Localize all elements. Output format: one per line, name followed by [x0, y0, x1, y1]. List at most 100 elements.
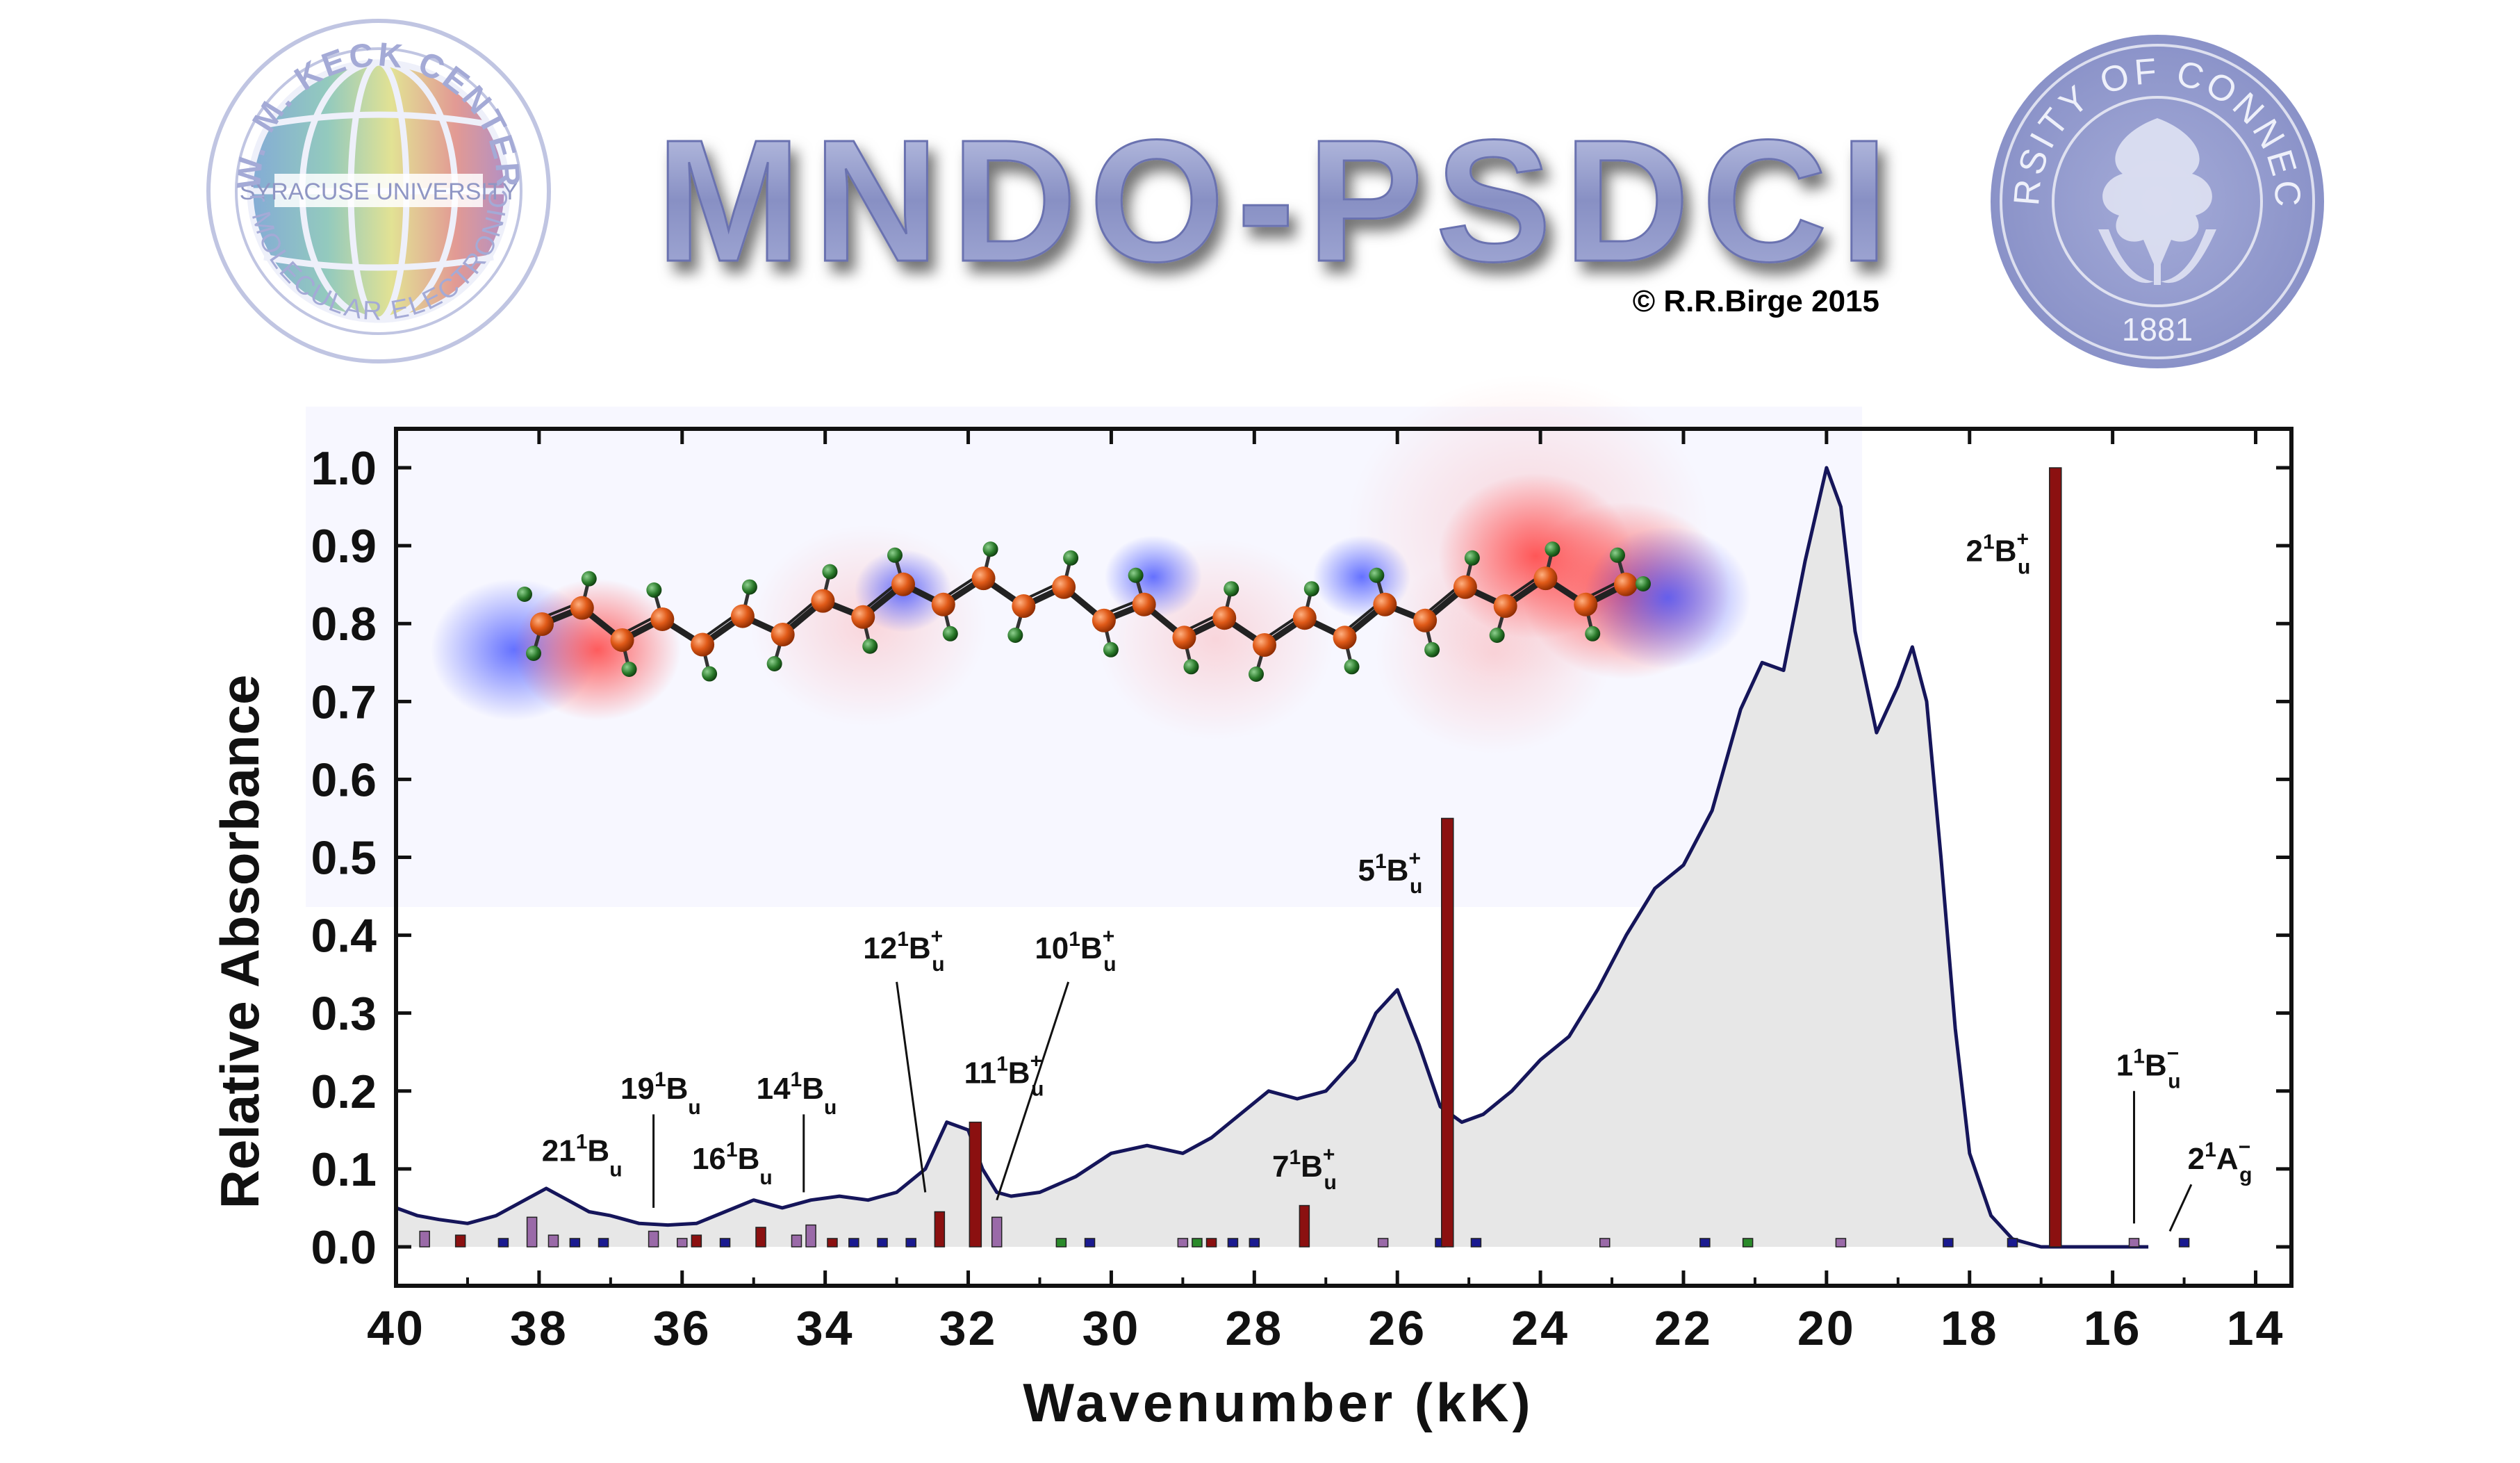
x-tick-label: 34: [796, 1301, 855, 1355]
carbon-atom: [1132, 592, 1156, 616]
carbon-atom: [730, 604, 755, 628]
carbon-atom: [1614, 572, 1638, 596]
y-axis-label: Relative Absorbance: [209, 675, 270, 1209]
carbon-atom: [811, 589, 835, 613]
transition-bar: [547, 1234, 559, 1248]
y-tick-label: 0.6: [311, 753, 377, 806]
transition-bar: [905, 1238, 916, 1248]
transition-bar: [755, 1227, 766, 1248]
carbon-atom: [610, 628, 634, 652]
transition-label: 101B+ u: [1035, 925, 1116, 976]
transition-label: 11B− u: [2116, 1042, 2181, 1093]
oak-leaf-icon: [2098, 118, 2216, 285]
hydrogen-atom: [702, 666, 718, 682]
transition-bar: [569, 1238, 581, 1248]
y-tick-label: 0.5: [311, 832, 377, 885]
keck-center-seal: SYRACUSE UNIVERSITY W. M. KECK CENTER fo…: [0, 0, 551, 363]
transition-bar: [419, 1230, 430, 1248]
transition-label: 21A− g: [2188, 1136, 2253, 1186]
transition-bar: [454, 1234, 466, 1248]
annotation-leader-line: [996, 981, 1070, 1201]
hydrogen-atom: [1545, 541, 1560, 557]
transition-bar: [791, 1234, 802, 1248]
annotation-leaders: [652, 981, 2193, 1232]
hydrogen-atom: [1224, 581, 1240, 597]
transition-bar: [2128, 1238, 2140, 1248]
y-tick-label: 0.2: [311, 1065, 377, 1118]
transition-bar: [2049, 467, 2062, 1248]
x-tick-label: 16: [2084, 1301, 2142, 1355]
carbon-atom: [971, 566, 996, 591]
y-tick-labels: 0.0 0.1 0.2 0.3 0.4 0.5 0.6 0.7 0.8 0.9 1.0: [311, 442, 377, 1274]
polyene-molecule-image: [517, 541, 1651, 682]
hydrogen-atom: [1636, 576, 1651, 591]
transition-bar: [969, 1121, 982, 1248]
x-axis-label: Wavenumber (kK): [1023, 1372, 1533, 1433]
absorption-spectrum-fill: [396, 468, 2149, 1247]
hydrogen-atom: [1489, 628, 1505, 644]
transition-bar: [648, 1230, 659, 1248]
hydrogen-atom: [1610, 547, 1625, 563]
transition-bar: [2007, 1238, 2018, 1248]
x-tick-label: 32: [939, 1301, 998, 1355]
hydrogen-atom: [1128, 567, 1144, 583]
carbon-atom: [1012, 594, 1036, 619]
x-tick-label: 24: [1511, 1301, 1570, 1355]
carbon-atom: [691, 632, 715, 657]
carbon-atom: [530, 612, 554, 636]
orbital-lobe: [1584, 527, 1751, 669]
y-tick-label: 0.3: [311, 988, 377, 1040]
hydrogen-atom: [862, 638, 878, 654]
keck-seal-center-text: SYRACUSE UNIVERSITY: [240, 179, 518, 205]
transition-label: 51B+ u: [1358, 847, 1423, 898]
hydrogen-atom: [1424, 641, 1440, 657]
carbon-atom: [1373, 592, 1397, 616]
hydrogen-atom: [526, 646, 541, 661]
transition-labels: 211Bu 191Bu 161Bu 141Bu 121B+ u 101B+ u 111B+ u 71…: [542, 528, 2253, 1195]
hydrogen-atom: [1183, 659, 1199, 675]
x-tick-label: 22: [1654, 1301, 1713, 1355]
transition-bar: [1205, 1238, 1217, 1248]
x-tick-label: 28: [1225, 1301, 1283, 1355]
transition-bar: [1441, 817, 1454, 1248]
x-tick-label: 40: [367, 1301, 425, 1355]
x-tick-label: 38: [510, 1301, 568, 1355]
transition-label: 121B+ u: [863, 925, 944, 976]
y-tick-label: 0.9: [311, 520, 377, 573]
transition-bar: [497, 1238, 509, 1248]
carbon-atom: [1413, 608, 1438, 632]
transition-bar: [719, 1238, 731, 1248]
hydrogen-atom: [581, 571, 597, 587]
hydrogen-atom: [1344, 659, 1360, 675]
carbon-atom: [1092, 608, 1116, 632]
hydrogen-atom: [517, 587, 532, 602]
orbital-lobe: [514, 579, 681, 721]
uconn-seal-year: 1881: [2122, 311, 2193, 348]
copyright-text: © R.R.Birge 2015: [1633, 284, 1879, 318]
transition-bar: [526, 1216, 538, 1248]
transition-bar: [877, 1238, 888, 1248]
transition-bar: [1377, 1238, 1389, 1248]
transition-bar: [1599, 1238, 1611, 1248]
absorption-spectrum-line: [395, 466, 2149, 1249]
hydrogen-atom: [1007, 628, 1023, 644]
annotation-leader-line: [896, 981, 927, 1193]
transition-bar: [691, 1234, 702, 1248]
hydrogen-atom: [982, 541, 998, 557]
transition-bar: [934, 1211, 946, 1248]
transition-bar: [805, 1224, 816, 1248]
transition-label: 161Bu: [692, 1138, 773, 1189]
carbon-atom: [1533, 566, 1558, 591]
transition-bar: [1249, 1238, 1260, 1248]
transition-label: 71B+ u: [1272, 1143, 1337, 1194]
transition-bar: [1742, 1238, 1754, 1248]
carbon-atom: [1493, 594, 1517, 619]
x-tick-label: 20: [1797, 1301, 1856, 1355]
transition-bar: [1084, 1238, 1096, 1248]
carbon-atom: [891, 572, 915, 596]
transition-bar: [2178, 1238, 2190, 1248]
hydrogen-atom: [741, 579, 757, 595]
carbon-atom: [851, 605, 875, 629]
hydrogen-atom: [646, 582, 662, 598]
